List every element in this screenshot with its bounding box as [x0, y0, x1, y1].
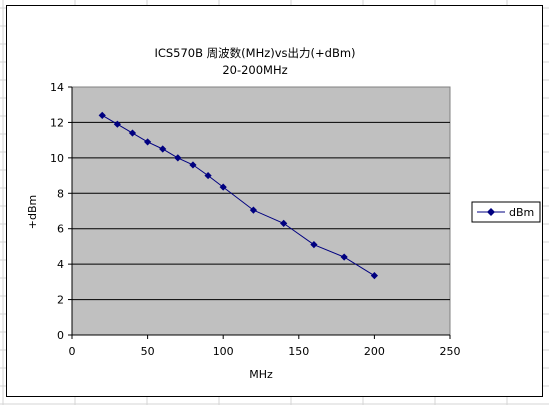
y-tick-label: 4 [57, 258, 64, 271]
data-point [174, 154, 182, 162]
data-point [249, 206, 258, 214]
y-tick-label: 12 [50, 116, 64, 129]
plot-area [71, 86, 451, 336]
legend[interactable]: dBm [471, 201, 541, 223]
y-tick-label: 14 [50, 81, 64, 94]
data-point [128, 129, 137, 137]
chart-svg: ICS570B 周波数(MHz)vs出力(+dBm) 20-200MHz 0 2 4… [26, 46, 541, 381]
gridlines [72, 121, 450, 301]
legend-marker [487, 208, 495, 216]
legend-box [471, 201, 541, 223]
series-dbm [98, 111, 378, 280]
data-point [113, 120, 121, 128]
x-tick-label: 100 [213, 345, 234, 358]
data-point [98, 111, 106, 119]
series-line [101, 114, 375, 277]
x-axis-title: MHz [249, 368, 273, 381]
x-tick-label: 50 [141, 345, 155, 358]
axes [68, 86, 451, 339]
y-tick-label: 2 [57, 294, 64, 307]
chart-area[interactable]: ICS570B 周波数(MHz)vs出力(+dBm) 20-200MHz 0 2 4… [6, 5, 543, 397]
data-point [204, 171, 212, 180]
legend-label: dBm [509, 206, 534, 219]
y-tick-label: 10 [50, 152, 64, 165]
x-tick-label: 0 [69, 345, 76, 358]
x-tick-label: 150 [288, 345, 309, 358]
chart-subtitle: 20-200MHz [222, 63, 287, 77]
data-point [340, 253, 348, 261]
data-point [280, 219, 288, 227]
x-tick-label: 200 [364, 345, 385, 358]
data-point [189, 161, 197, 169]
tick-labels: 0 2 4 6 8 10 12 14 0 50 100 150 200 250 [50, 81, 461, 358]
data-point [159, 145, 167, 153]
data-point [144, 138, 152, 146]
data-point [310, 241, 318, 249]
y-axis-title: +dBm [26, 195, 39, 229]
chart-title: ICS570B 周波数(MHz)vs出力(+dBm) [154, 46, 355, 60]
x-tick-label: 250 [440, 345, 461, 358]
y-tick-label: 6 [57, 223, 64, 236]
data-point [370, 272, 378, 280]
y-tick-label: 0 [57, 329, 64, 342]
data-point [219, 183, 227, 191]
y-tick-label: 8 [57, 187, 64, 200]
